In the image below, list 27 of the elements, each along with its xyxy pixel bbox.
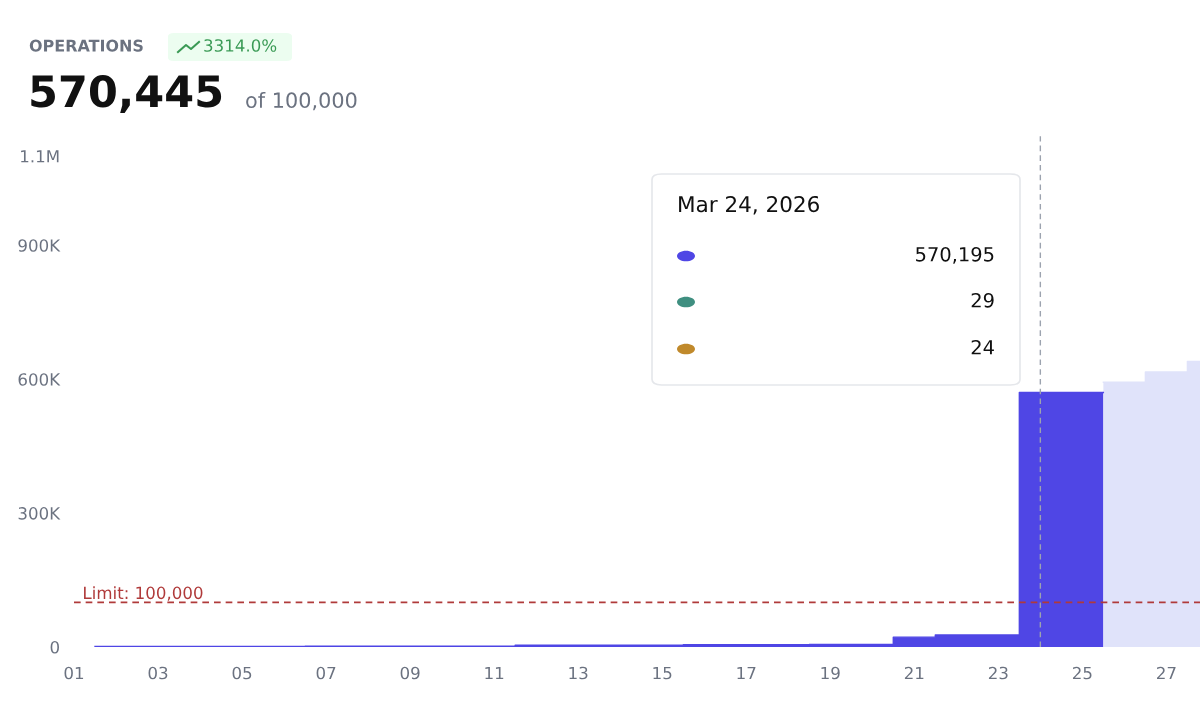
x-tick-label: 05 xyxy=(232,666,252,680)
x-tick-label: 09 xyxy=(400,666,420,680)
text: 3314.0% xyxy=(204,39,277,52)
x-tick-label: 13 xyxy=(569,666,588,680)
x-tick-label: 03 xyxy=(148,666,168,680)
chart-title: OPERATIONS xyxy=(29,39,143,52)
y-tick-label: 300K xyxy=(18,507,61,520)
x-tick-label: 07 xyxy=(316,666,336,680)
x-tick-label: 23 xyxy=(988,666,1008,680)
annotation: 24 xyxy=(971,339,994,355)
text: 570,445 xyxy=(31,74,222,113)
y-tick-label: 0 xyxy=(50,640,59,654)
x-tick-label: 15 xyxy=(653,666,672,680)
x-tick-label: 19 xyxy=(821,666,840,680)
x-tick-label: 17 xyxy=(737,666,756,680)
y-tick-label: 900K xyxy=(18,239,61,252)
annotation: 29 xyxy=(971,292,994,308)
y-tick-label: 600K xyxy=(18,373,61,386)
y-tick-label: 1.1M xyxy=(21,150,59,163)
x-tick-label: 01 xyxy=(64,666,84,680)
annotation: Mar 24, 2026 xyxy=(679,195,819,215)
x-tick-label: 11 xyxy=(485,666,504,680)
x-tick-label: 27 xyxy=(1157,666,1176,680)
x-tick-label: 25 xyxy=(1072,666,1092,680)
x-tick-label: 21 xyxy=(904,666,924,680)
text: of 100,000 xyxy=(246,91,357,111)
annotation: 570,195 xyxy=(916,246,994,264)
